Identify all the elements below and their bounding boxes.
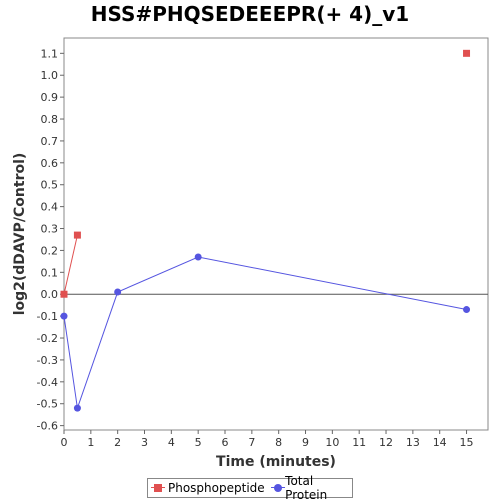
series-line-phosphopeptide [63,234,78,295]
x-tick-label: 13 [406,436,420,449]
y-tick-label: 0.5 [41,179,59,192]
x-tick-label: 1 [87,436,94,449]
x-tick-label: 9 [302,436,309,449]
x-tick-label: 14 [433,436,447,449]
x-tick-label: 2 [114,436,121,449]
data-point-phosphopeptide [73,231,81,239]
y-tick-label: -0.1 [37,310,58,323]
plot-frame [63,37,489,431]
y-tick-label: 1.0 [41,69,59,82]
data-point-phosphopeptide [60,290,68,298]
y-tick-label: -0.4 [37,376,58,389]
chart-legend: Phosphopeptide Total Protein [147,474,353,502]
x-tick-label: 7 [248,436,255,449]
data-point-total-protein [114,288,122,296]
x-tick-label: 5 [195,436,202,449]
y-tick-label: -0.6 [37,420,58,433]
y-tick-label: 0.7 [41,135,59,148]
x-axis-title: Time (minutes) [216,454,336,470]
y-tick-label: 0.1 [41,266,59,279]
x-tick-label: 4 [168,436,175,449]
y-tick-label: 0.4 [41,201,59,214]
y-tick-label: -0.5 [37,398,58,411]
y-axis-title: log2(dDAVP/Control) [12,153,28,316]
x-tick-label: 15 [460,436,474,449]
x-tick-label: 8 [275,436,282,449]
x-tick-label: 3 [141,436,148,449]
legend-swatch-total-protein [270,483,285,493]
y-tick-label: 0.6 [41,157,59,170]
x-tick-label: 10 [325,436,339,449]
x-tick-label: 12 [379,436,393,449]
x-tick-label: 11 [352,436,366,449]
y-tick-label: 1.1 [41,47,59,60]
data-point-phosphopeptide [463,49,471,57]
y-tick-label: 0.9 [41,91,59,104]
data-point-total-protein [73,404,81,412]
y-tick-label: 0.0 [41,288,59,301]
data-point-total-protein [463,306,471,314]
y-tick-label: -0.2 [37,332,58,345]
legend-label-phosphopeptide: Phosphopeptide [168,481,265,495]
y-tick-label: -0.3 [37,354,58,367]
chart-title: HSS#PHQSEDEEEPR(+ 4)_v1 [90,2,410,26]
x-tick-label: 6 [222,436,229,449]
y-tick-label: 0.8 [41,113,59,126]
y-tick-label: 0.3 [41,223,59,236]
x-tick-label: 0 [61,436,68,449]
data-point-total-protein [60,312,68,320]
legend-item-phosphopeptide: Phosphopeptide [151,481,265,495]
y-tick-label: 0.2 [41,244,59,257]
legend-label-total-protein: Total Protein [285,474,328,502]
data-point-total-protein [194,253,202,261]
legend-item-total-protein: Total Protein [270,474,346,502]
legend-swatch-phosphopeptide [151,483,165,493]
